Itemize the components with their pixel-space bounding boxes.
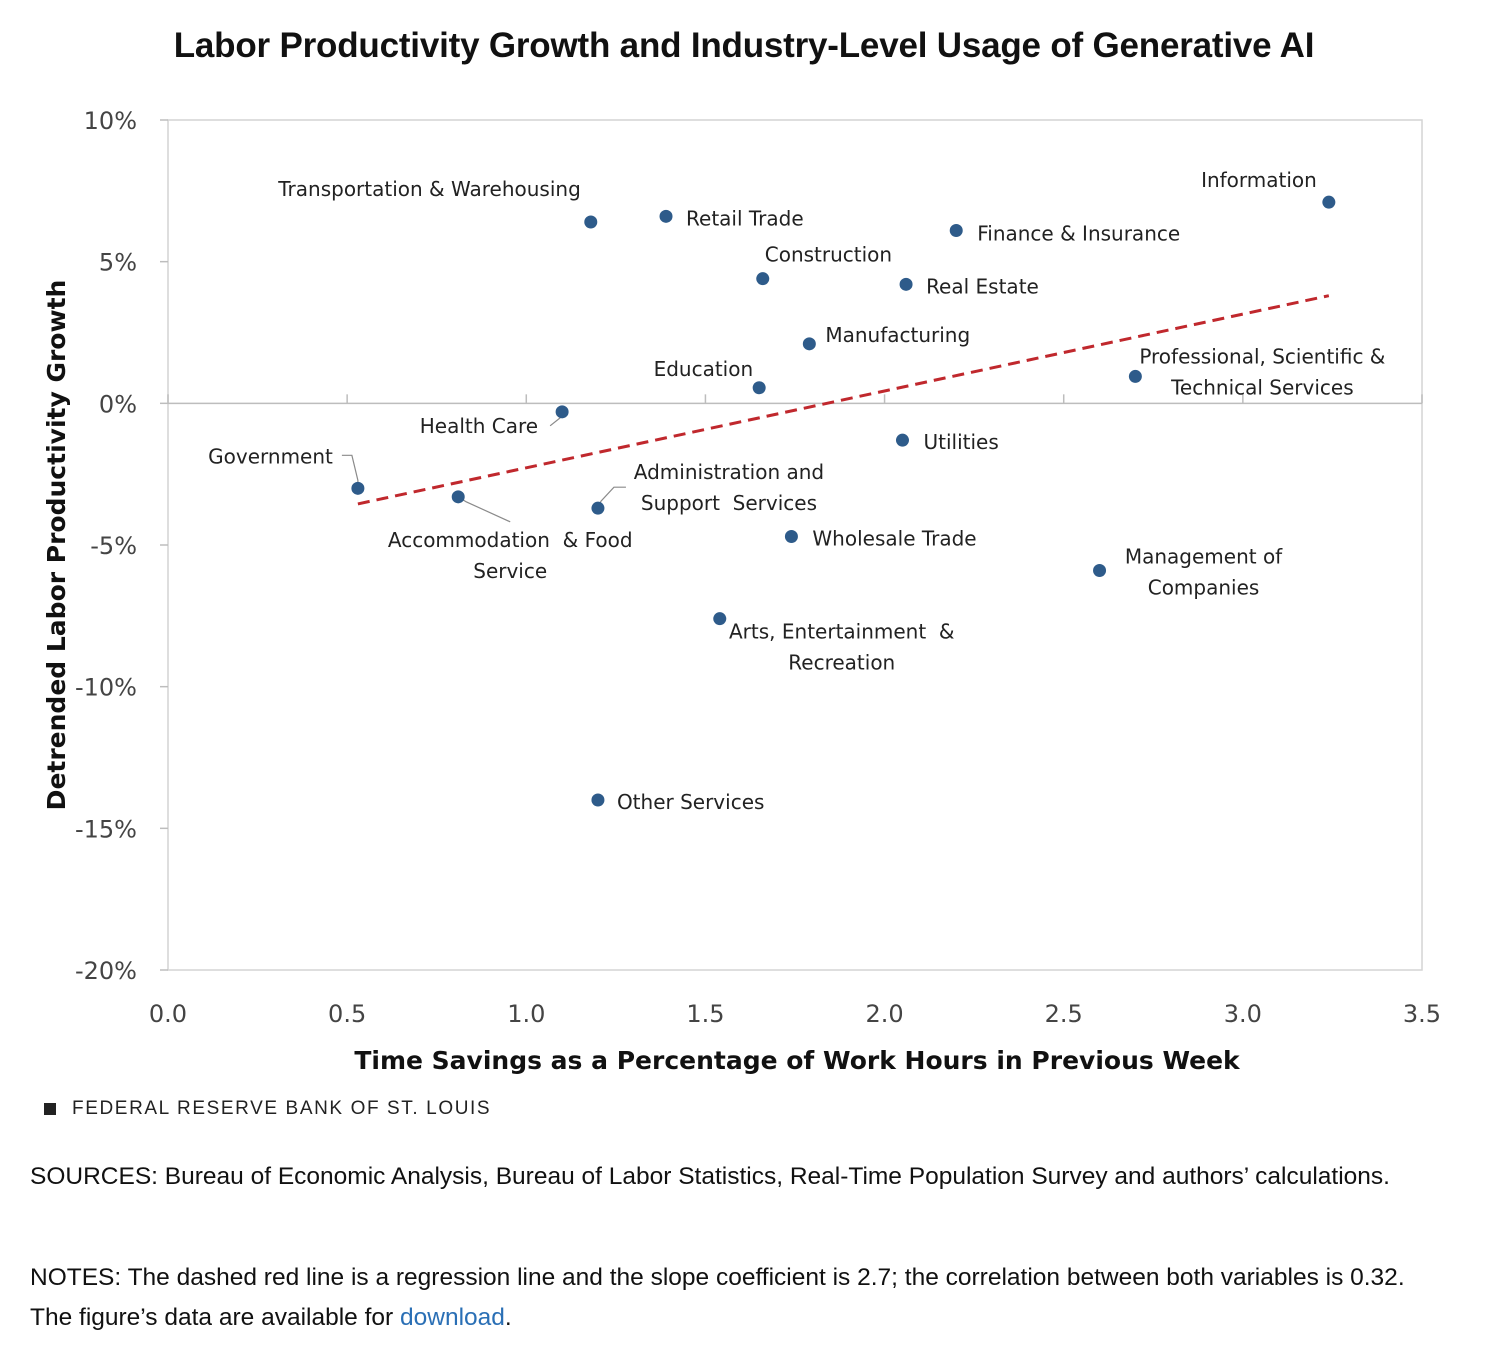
data-point: [756, 272, 770, 286]
point-label: Health Care: [420, 414, 538, 438]
organization-name: FEDERAL RESERVE BANK OF ST. LOUIS: [72, 1098, 492, 1119]
point-label: Government: [208, 444, 333, 468]
point-labels: Information Transportation & Warehousing R…: [208, 168, 1385, 814]
data-point: [451, 490, 465, 504]
x-tick-label: 2.0: [865, 1000, 903, 1028]
point-label: Other Services: [617, 790, 764, 814]
y-axis-title: Detrended Labor Productivity Growth: [42, 280, 71, 811]
y-tick-label: 5%: [99, 249, 137, 277]
x-axis-title: Time Savings as a Percentage of Work Hou…: [354, 1046, 1241, 1075]
leader-line: [457, 496, 511, 523]
regression-layer: [357, 294, 1330, 506]
source-organization: FEDERAL RESERVE BANK OF ST. LOUIS: [44, 1098, 491, 1120]
notes-text: NOTES: The dashed red line is a regressi…: [30, 1264, 1405, 1331]
data-point: [584, 215, 598, 229]
point-label: Retail Trade: [686, 206, 804, 230]
point-label: Management of: [1125, 545, 1283, 569]
data-point: [1128, 369, 1142, 383]
point-label: Real Estate: [926, 274, 1039, 298]
x-tick-label: 3.0: [1224, 1000, 1262, 1028]
point-label: Recreation: [788, 651, 895, 675]
point-label: Finance & Insurance: [977, 222, 1180, 246]
point-label: Arts, Entertainment &: [729, 620, 955, 644]
data-point: [949, 224, 963, 237]
y-tick-label: -20%: [75, 957, 137, 985]
notes-end: .: [504, 1304, 512, 1331]
axis-ticks: 10% 5% 0% -5% -10% -15% -20% 0.0 0.5 1.0 1.5 2.0 2.5…: [75, 107, 1441, 1028]
data-point: [351, 481, 365, 495]
point-label: Wholesale Trade: [812, 527, 976, 551]
y-tick-label: 10%: [84, 107, 137, 135]
x-tick-label: 3.5: [1403, 1000, 1441, 1028]
point-label: Administration and: [634, 460, 824, 484]
y-tick-label: 0%: [99, 390, 137, 418]
data-point: [1093, 564, 1107, 577]
data-point: [555, 405, 569, 419]
x-tick-label: 1.5: [686, 1000, 724, 1028]
data-point: [591, 501, 605, 515]
point-label: Service: [473, 559, 547, 583]
y-tick-label: -15%: [75, 815, 137, 843]
regression-line: [357, 294, 1330, 506]
point-label: Accommodation & Food: [388, 528, 633, 552]
point-label: Manufacturing: [825, 323, 970, 347]
point-label: Companies: [1148, 576, 1260, 600]
point-label: Utilities: [923, 430, 998, 454]
y-tick-label: -5%: [90, 532, 137, 560]
data-point: [802, 337, 816, 351]
chart-area: 10% 5% 0% -5% -10% -15% -20% 0.0 0.5 1.0 1.5 2.0 2.5…: [42, 107, 1441, 1075]
download-link[interactable]: download: [400, 1304, 505, 1331]
point-label: Education: [654, 357, 754, 381]
x-tick-label: 0.0: [149, 1000, 187, 1028]
point-label: Technical Services: [1170, 375, 1354, 399]
x-tick-label: 0.5: [328, 1000, 366, 1028]
data-points: [351, 195, 1336, 807]
y-tick-label: -10%: [75, 674, 137, 702]
point-label: Information: [1201, 168, 1317, 192]
notes-paragraph: NOTES: The dashed red line is a regressi…: [30, 1258, 1450, 1338]
chart-title: Labor Productivity Growth and Industry-L…: [173, 26, 1315, 65]
data-point: [659, 209, 673, 223]
point-label: Support Services: [641, 491, 817, 515]
data-point: [713, 612, 727, 626]
point-label: Construction: [765, 243, 892, 267]
data-point: [1322, 195, 1336, 209]
data-point: [784, 530, 798, 543]
square-icon: [44, 1103, 56, 1115]
data-point: [899, 277, 913, 291]
sources-note: SOURCES: Bureau of Economic Analysis, Bu…: [30, 1163, 1390, 1190]
point-label: Transportation & Warehousing: [277, 177, 581, 201]
x-tick-label: 1.0: [507, 1000, 545, 1028]
data-point: [895, 433, 909, 447]
data-point: [752, 381, 766, 395]
data-point: [591, 793, 605, 807]
point-label: Professional, Scientific &: [1139, 344, 1385, 368]
x-tick-label: 2.5: [1045, 1000, 1083, 1028]
